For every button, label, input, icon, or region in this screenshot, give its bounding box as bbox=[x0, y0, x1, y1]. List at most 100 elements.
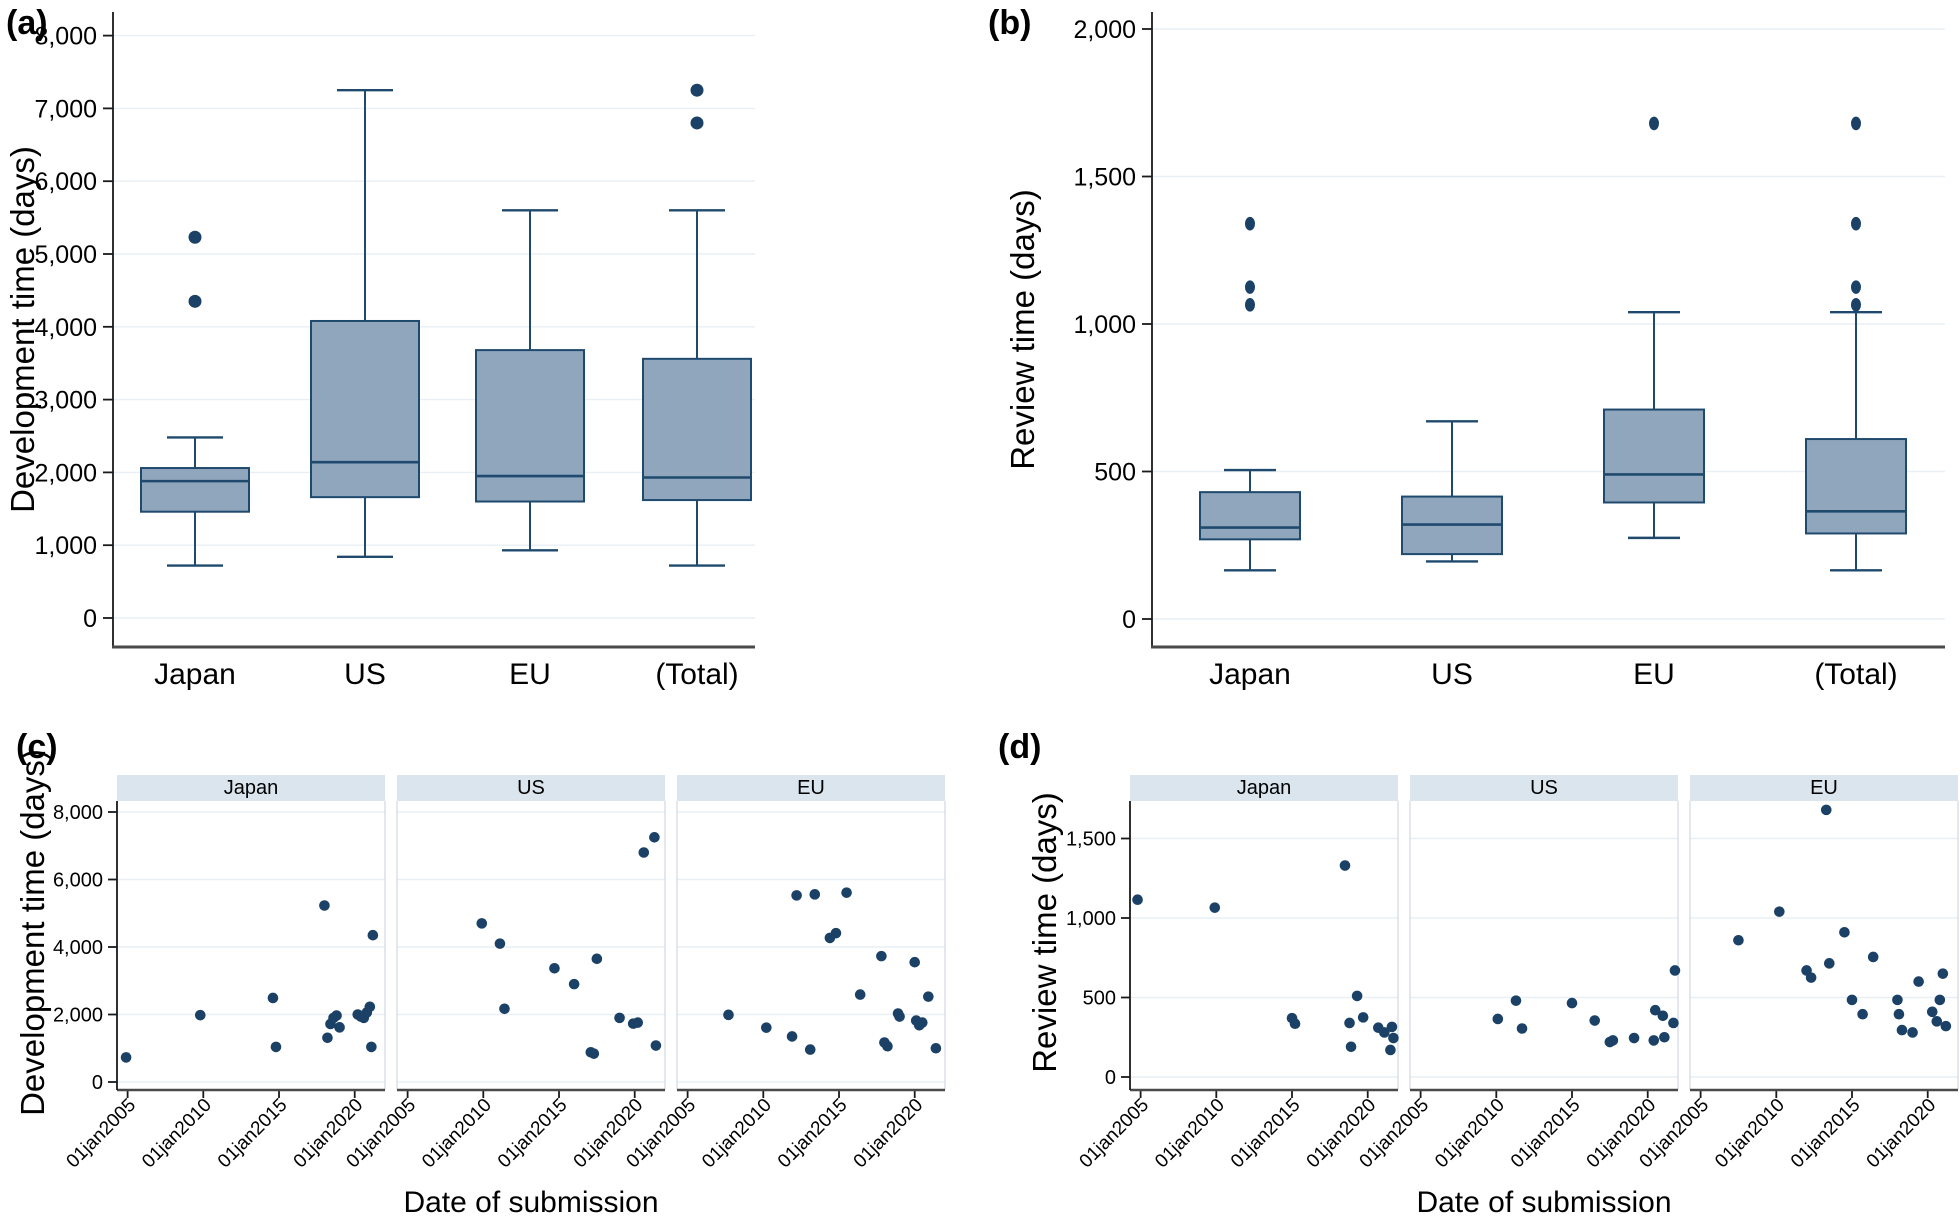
outlier-point bbox=[1245, 216, 1255, 231]
y-axis-title: Review time (days) bbox=[1026, 792, 1063, 1073]
x-tick-label: 01jan2010 bbox=[418, 1095, 496, 1173]
x-tick-label: 01jan2010 bbox=[1151, 1095, 1229, 1173]
panel-c-scatter: Japan01jan200501jan201001jan201501jan202… bbox=[14, 749, 946, 1219]
iqr-box bbox=[1199, 491, 1301, 541]
data-point bbox=[909, 956, 921, 968]
iqr-box bbox=[642, 357, 752, 502]
y-tick-label: 5,000 bbox=[34, 241, 97, 269]
data-point bbox=[930, 1042, 942, 1054]
x-tick-label: 01jan2010 bbox=[138, 1095, 216, 1173]
data-point bbox=[1857, 1008, 1868, 1020]
x-tick-label: 01jan2020 bbox=[850, 1095, 928, 1173]
data-point bbox=[804, 1044, 816, 1055]
data-point bbox=[1492, 1013, 1504, 1025]
data-point bbox=[1607, 1035, 1619, 1046]
data-point bbox=[1344, 1017, 1355, 1029]
y-axis-title: Development time (days) bbox=[4, 146, 41, 513]
data-point bbox=[1510, 995, 1522, 1006]
y-tick-label: 500 bbox=[1094, 459, 1136, 487]
facet-label: EU bbox=[797, 777, 825, 799]
data-point bbox=[1846, 994, 1858, 1006]
y-tick-label: 4,000 bbox=[34, 314, 97, 342]
data-point bbox=[923, 991, 934, 1002]
data-point bbox=[809, 889, 821, 900]
data-point bbox=[830, 927, 842, 939]
facet-label: Japan bbox=[224, 777, 279, 799]
data-point bbox=[1351, 990, 1363, 1002]
outlier-point bbox=[1245, 280, 1255, 294]
y-axis-title: Development time (days) bbox=[14, 749, 51, 1116]
y-tick-label: 500 bbox=[1083, 988, 1116, 1010]
data-point bbox=[1893, 1008, 1905, 1020]
data-point bbox=[1934, 994, 1946, 1006]
data-point bbox=[761, 1022, 772, 1033]
box-japan bbox=[140, 230, 250, 567]
data-point bbox=[194, 1009, 206, 1021]
box-total bbox=[1805, 116, 1907, 572]
facet-header bbox=[1410, 775, 1678, 801]
y-tick-label: 1,000 bbox=[1066, 908, 1116, 930]
data-point bbox=[1940, 1020, 1952, 1032]
outlier-point bbox=[1851, 280, 1861, 294]
y-tick-label: 0 bbox=[83, 605, 97, 633]
data-point bbox=[786, 1031, 798, 1042]
box-japan bbox=[1199, 216, 1301, 572]
data-point bbox=[366, 1041, 377, 1053]
facet-header bbox=[1690, 775, 1958, 801]
data-point bbox=[1659, 1031, 1670, 1043]
x-tick-label: 01jan2005 bbox=[63, 1095, 141, 1173]
data-point bbox=[120, 1052, 132, 1063]
facet-header bbox=[677, 775, 945, 801]
data-point bbox=[1931, 1016, 1943, 1027]
data-point bbox=[1668, 1017, 1679, 1029]
facet-header bbox=[1130, 775, 1398, 801]
panel-d-scatter: Japan01jan200501jan201001jan201501jan202… bbox=[1026, 775, 1959, 1219]
data-point bbox=[1209, 902, 1221, 913]
data-point bbox=[1657, 1010, 1669, 1022]
outlier-point bbox=[188, 230, 202, 244]
y-tick-label: 1,000 bbox=[1073, 311, 1136, 339]
data-point bbox=[1774, 906, 1785, 917]
x-tick-label: 01jan2005 bbox=[1076, 1095, 1154, 1173]
data-point bbox=[364, 1001, 376, 1013]
outlier-point bbox=[1851, 298, 1861, 312]
y-tick-label: 8,000 bbox=[34, 23, 97, 51]
category-label: (Total) bbox=[1814, 658, 1897, 691]
category-label: (Total) bbox=[655, 658, 738, 691]
data-point bbox=[1385, 1044, 1396, 1056]
outlier-point bbox=[188, 294, 202, 308]
y-tick-label: 1,500 bbox=[1073, 164, 1136, 192]
data-point bbox=[1379, 1027, 1390, 1038]
data-point bbox=[1892, 994, 1903, 1006]
data-point bbox=[894, 1011, 905, 1022]
data-point bbox=[632, 1017, 644, 1028]
data-point bbox=[650, 1040, 662, 1051]
outlier-point bbox=[1649, 116, 1659, 131]
y-axis-title: Review time (days) bbox=[1004, 189, 1041, 470]
panel-d-label: (d) bbox=[998, 728, 1042, 766]
panel-a-label: (a) bbox=[6, 4, 48, 42]
x-tick-label: 01jan2010 bbox=[1431, 1095, 1509, 1173]
x-axis-title: Date of submission bbox=[1416, 1186, 1671, 1219]
data-point bbox=[568, 978, 580, 990]
data-point bbox=[882, 1040, 893, 1052]
data-point bbox=[1388, 1032, 1399, 1044]
data-point bbox=[331, 1010, 342, 1021]
x-tick-label: 01jan2015 bbox=[494, 1095, 572, 1173]
y-tick-label: 7,000 bbox=[34, 95, 97, 123]
box-total bbox=[642, 83, 752, 567]
outlier-point bbox=[1851, 116, 1861, 131]
data-point bbox=[476, 918, 488, 929]
facet-label: US bbox=[1530, 777, 1558, 799]
data-point bbox=[1896, 1024, 1908, 1036]
data-point bbox=[638, 847, 650, 858]
data-point bbox=[1937, 968, 1949, 979]
data-point bbox=[1357, 1012, 1369, 1023]
iqr-box bbox=[310, 319, 420, 499]
y-tick-label: 8,000 bbox=[53, 802, 103, 824]
data-point bbox=[1132, 894, 1143, 906]
